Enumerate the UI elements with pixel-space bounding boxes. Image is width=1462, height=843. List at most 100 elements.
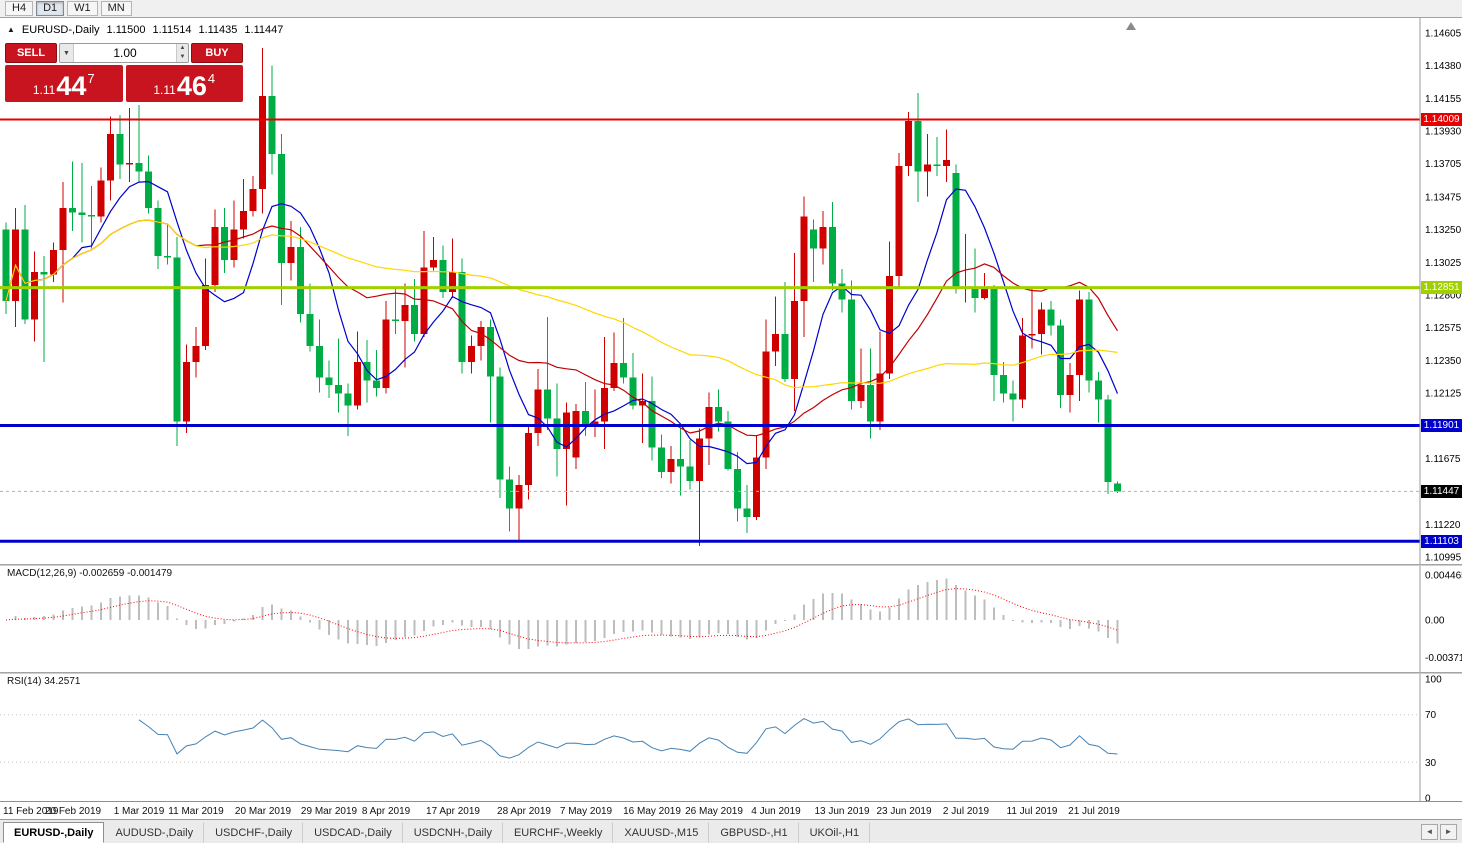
candle <box>202 258 209 351</box>
candle <box>724 411 732 471</box>
candlestick-chart[interactable]: 1.14605 1.14380 1.14155 1.13930 1.13705 1.134… <box>0 18 1462 564</box>
candle <box>401 283 409 368</box>
svg-text:1.13475: 1.13475 <box>1425 193 1462 204</box>
candle <box>800 196 808 338</box>
tab-scroll-right-icon[interactable]: ► <box>1440 824 1457 840</box>
candle <box>249 176 257 217</box>
svg-text:1.13025: 1.13025 <box>1425 258 1462 269</box>
candle <box>781 281 789 383</box>
candle <box>791 252 798 412</box>
date-label: 7 May 2019 <box>559 806 613 817</box>
chart-tab[interactable]: EURUSD-,Daily <box>3 822 105 843</box>
buy-button[interactable]: BUY <box>191 43 243 63</box>
chart-tab[interactable]: AUDUSD-,Daily <box>104 822 205 843</box>
candle <box>306 283 314 352</box>
candle <box>116 115 124 179</box>
lot-size-input[interactable] <box>74 44 176 62</box>
chart-tab[interactable]: GBPUSD-,H1 <box>709 822 799 843</box>
candle <box>753 435 760 520</box>
buy-price-display[interactable]: 1.11 46 4 <box>125 65 243 102</box>
candle <box>857 348 865 409</box>
candle <box>69 161 76 232</box>
candle <box>686 440 694 490</box>
timeframe-button-d1[interactable]: D1 <box>36 1 65 16</box>
candle <box>135 104 143 182</box>
candle <box>335 338 342 413</box>
svg-text:1.14605: 1.14605 <box>1425 29 1462 40</box>
chart-tab[interactable]: USDCHF-,Daily <box>204 822 304 843</box>
timeframe-toolbar: H4 D1 W1 MN <box>0 0 1462 18</box>
sell-button[interactable]: SELL <box>5 43 57 63</box>
spin-down-icon[interactable]: ▼ <box>179 54 186 60</box>
candle <box>78 162 86 243</box>
shift-marker-icon <box>1126 22 1136 30</box>
sell-price-prefix: 1.11 <box>32 83 56 97</box>
candle <box>506 466 513 532</box>
candle <box>164 223 171 265</box>
price-level-label: 1.12851 <box>1421 281 1462 294</box>
svg-text:1.12125: 1.12125 <box>1425 389 1462 400</box>
candle <box>1000 361 1007 403</box>
candle <box>677 428 684 496</box>
ma-line-21 <box>5 219 1119 437</box>
candle <box>990 284 998 401</box>
candle <box>145 155 152 214</box>
date-label: 20 Feb 2019 <box>44 806 102 817</box>
candle <box>287 221 295 281</box>
timeframe-button-h4[interactable]: H4 <box>5 1 34 16</box>
macd-signal-line <box>5 588 1118 644</box>
candle <box>572 403 580 470</box>
candle <box>601 337 608 449</box>
candle <box>914 93 922 203</box>
sell-price-point: 7 <box>87 71 95 86</box>
candle <box>667 446 675 484</box>
lot-size-stepper: ▼ ▲ ▼ <box>59 43 189 63</box>
candle <box>173 236 181 446</box>
candle <box>610 332 618 391</box>
panel-splitter[interactable] <box>0 564 1462 566</box>
price-axis-ticks: 1.14605 1.14380 1.14155 1.13930 1.13705 1.134… <box>1425 29 1462 564</box>
date-label: 23 Jun 2019 <box>876 806 932 817</box>
buy-price-pips: 46 <box>176 71 207 101</box>
macd-label: MACD(12,26,9) -0.002659 -0.001479 <box>7 568 173 579</box>
rsi-axis-ticks: 100 70 30 0 <box>1425 675 1442 802</box>
candle <box>591 389 599 438</box>
chart-tab[interactable]: USDCNH-,Daily <box>403 822 503 843</box>
current-price-label: 1.11447 <box>1421 485 1462 498</box>
chart-tab[interactable]: XAUUSD-,M15 <box>613 822 710 843</box>
sell-price-pips: 44 <box>56 71 87 101</box>
macd-histogram <box>14 578 1119 649</box>
timeframe-button-mn[interactable]: MN <box>100 1 132 16</box>
one-click-collapse-icon[interactable]: ▲ <box>7 25 15 34</box>
date-label: 8 Apr 2019 <box>361 806 411 817</box>
candle <box>430 236 437 271</box>
ohlc-close: 1.11447 <box>244 24 284 36</box>
panel-splitter[interactable] <box>0 672 1462 674</box>
timeframe-button-w1[interactable]: W1 <box>67 1 98 16</box>
candle <box>211 209 219 293</box>
chart-tab[interactable]: EURCHF-,Weekly <box>503 822 614 843</box>
candle <box>810 219 817 282</box>
candle <box>525 424 532 500</box>
candle <box>21 205 29 324</box>
svg-text:1.13930: 1.13930 <box>1425 127 1462 138</box>
rsi-line <box>138 718 1118 759</box>
spin-up-icon[interactable]: ▲ <box>179 45 186 51</box>
candle <box>867 348 874 439</box>
date-label: 1 Mar 2019 <box>113 806 165 817</box>
svg-text:1.10995: 1.10995 <box>1425 553 1462 564</box>
candle <box>468 335 475 374</box>
chart-tab[interactable]: UKOil-,H1 <box>799 822 871 843</box>
tab-scroll-left-icon[interactable]: ◄ <box>1421 824 1438 840</box>
main-chart-panel: 1.14605 1.14380 1.14155 1.13930 1.13705 1.134… <box>0 18 1462 564</box>
sell-price-display[interactable]: 1.11 44 7 <box>5 65 123 102</box>
candle <box>563 402 570 506</box>
rsi-indicator-panel: 100 70 30 0 RSI(14) 34.2571 <box>0 674 1462 801</box>
candle <box>962 234 969 303</box>
time-axis[interactable]: 11 Feb 2019 20 Feb 2019 1 Mar 2019 11 Mar 2… <box>0 801 1462 819</box>
lot-dropdown-icon[interactable]: ▼ <box>60 44 74 62</box>
candle <box>819 210 827 265</box>
candle <box>696 428 703 547</box>
chart-tab[interactable]: USDCAD-,Daily <box>303 822 403 843</box>
svg-text:1.11220: 1.11220 <box>1425 520 1461 531</box>
